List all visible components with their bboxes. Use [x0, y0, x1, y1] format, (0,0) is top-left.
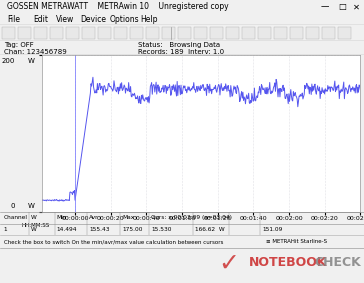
Text: View: View [56, 15, 75, 24]
Bar [162, 27, 175, 39]
Text: Curs: x 00:03:09 (x=03:04): Curs: x 00:03:09 (x=03:04) [151, 215, 232, 220]
Text: 0: 0 [10, 203, 15, 209]
Text: Chan: 123456789: Chan: 123456789 [4, 48, 66, 55]
Text: W: W [28, 58, 35, 64]
Text: CHECK: CHECK [315, 256, 361, 269]
Text: Device: Device [80, 15, 106, 24]
Text: —: — [320, 2, 329, 11]
Text: File: File [7, 15, 20, 24]
Text: ✓: ✓ [218, 252, 240, 276]
Bar [34, 27, 47, 39]
Text: Avr: Avr [89, 215, 99, 220]
Text: Max: Max [122, 215, 134, 220]
Text: ✕: ✕ [353, 2, 360, 11]
Text: 200: 200 [1, 58, 15, 64]
Text: Help: Help [140, 15, 158, 24]
Bar [306, 27, 319, 39]
Text: Edit: Edit [33, 15, 48, 24]
Text: 166.62  W: 166.62 W [195, 227, 224, 232]
Text: HH:MM:SS: HH:MM:SS [21, 223, 50, 228]
Text: NOTEBOOK: NOTEBOOK [249, 256, 328, 269]
Text: Tag: OFF: Tag: OFF [4, 42, 33, 48]
Bar [2, 27, 15, 39]
Bar [50, 27, 63, 39]
Bar [242, 27, 255, 39]
Text: 155.43: 155.43 [89, 227, 110, 232]
Text: ≡ METRAHit Starline-S: ≡ METRAHit Starline-S [266, 239, 327, 244]
Bar [226, 27, 239, 39]
Bar [66, 27, 79, 39]
Text: Channel: Channel [4, 215, 28, 220]
Text: 14.494: 14.494 [56, 227, 77, 232]
Text: 1: 1 [4, 227, 7, 232]
Text: 175.00: 175.00 [122, 227, 142, 232]
Text: Records: 189  Interv: 1.0: Records: 189 Interv: 1.0 [138, 48, 225, 55]
Text: W: W [31, 215, 37, 220]
Bar [322, 27, 335, 39]
Text: GOSSEN METRAWATT    METRAwin 10    Unregistered copy: GOSSEN METRAWATT METRAwin 10 Unregistere… [7, 2, 229, 11]
Bar [274, 27, 287, 39]
Bar [290, 27, 303, 39]
Text: Min: Min [56, 215, 67, 220]
Text: 15.530: 15.530 [151, 227, 171, 232]
Text: W: W [31, 227, 37, 232]
Bar [82, 27, 95, 39]
Bar [98, 27, 111, 39]
Text: 151.09: 151.09 [262, 227, 282, 232]
Bar [114, 27, 127, 39]
Text: W: W [28, 203, 35, 209]
Bar [210, 27, 223, 39]
Bar [194, 27, 207, 39]
Text: Options: Options [109, 15, 139, 24]
Bar [338, 27, 351, 39]
Text: Check the box to switch On the min/avr/max value calculation between cursors: Check the box to switch On the min/avr/m… [4, 239, 223, 244]
Bar [258, 27, 271, 39]
Bar [18, 27, 31, 39]
Text: Status:   Browsing Data: Status: Browsing Data [138, 42, 221, 48]
Bar [146, 27, 159, 39]
Text: □: □ [339, 2, 347, 11]
Bar [178, 27, 191, 39]
Bar [130, 27, 143, 39]
